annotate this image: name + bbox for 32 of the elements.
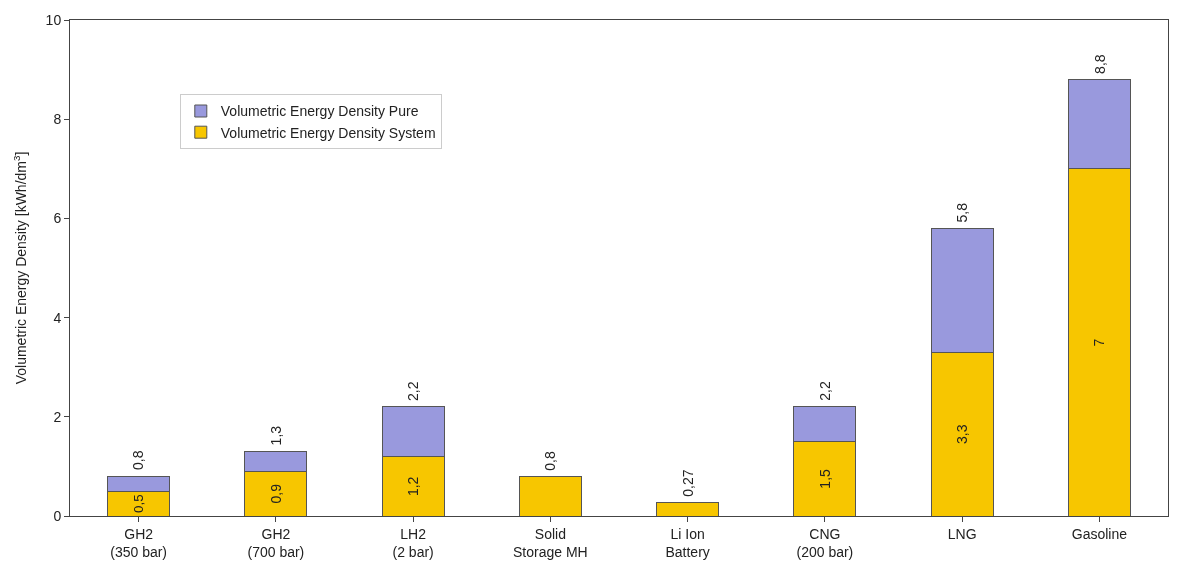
y-tick-label: 8 <box>53 111 62 128</box>
x-tick-label: LH2 (2 bar) <box>392 525 434 560</box>
y-tick-label: 10 <box>45 11 62 28</box>
bar <box>518 475 582 516</box>
total-label: 8,8 <box>1091 54 1108 74</box>
total-label: 0,8 <box>542 451 559 471</box>
data-label: 0,9 <box>267 483 284 504</box>
total-label: 0,8 <box>130 450 147 470</box>
data-label: 7 <box>1091 338 1108 347</box>
total-label: 2,2 <box>405 381 422 402</box>
x-tick-label: CNG (200 bar) <box>796 525 854 560</box>
x-tick-label: LNG <box>947 525 977 542</box>
data-label: 0,5 <box>131 494 147 513</box>
total-label: 5,8 <box>953 202 970 223</box>
legend-label: Volumetric Energy Density Pure <box>220 103 419 120</box>
y-tick-label: 6 <box>53 210 62 227</box>
x-tick-label: Gasoline <box>1071 525 1128 542</box>
y-tick-label: 4 <box>53 309 62 326</box>
y-tick-label: 2 <box>53 408 62 425</box>
y-tick-label: 0 <box>53 507 62 524</box>
data-label: 1,2 <box>405 476 422 497</box>
x-tick-label: Solid Storage MH <box>513 525 588 560</box>
bar <box>656 502 720 516</box>
x-tick-label: GH2 (350 bar) <box>110 525 168 560</box>
total-label: 0,27 <box>679 469 696 497</box>
data-label: 3,3 <box>954 424 971 444</box>
legend-label: Volumetric Energy Density System <box>220 124 436 141</box>
total-label: 2,2 <box>817 381 833 401</box>
data-label: 1,5 <box>816 468 833 489</box>
total-label: 1,3 <box>268 425 285 446</box>
x-tick-label: GH2 (700 bar) <box>247 525 305 560</box>
x-tick-label: Li Ion Battery <box>665 525 710 560</box>
